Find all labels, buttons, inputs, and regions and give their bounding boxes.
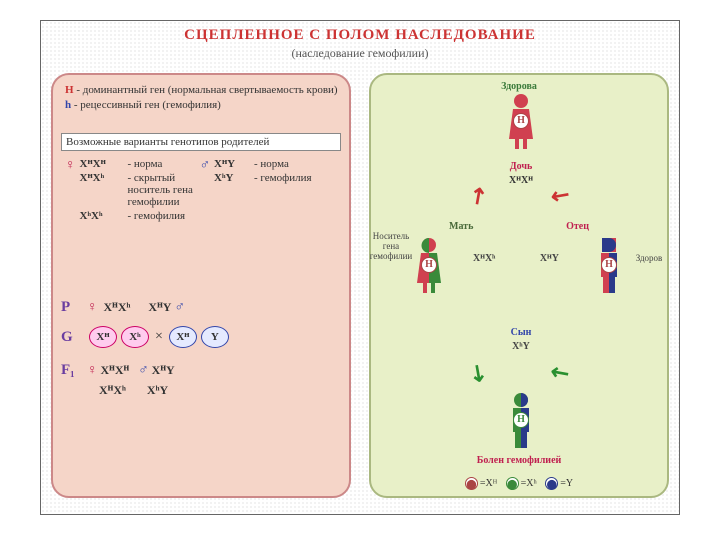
son-label: Сын: [507, 327, 535, 338]
father-figure: Н: [589, 237, 629, 293]
cross-diagram: P ♀ XᴴXʰ XᴴY ♂ G Xᴴ Xʰ × Xᴴ Y F₁ ♀: [61, 295, 341, 488]
pin-daughter: Н: [513, 113, 529, 129]
female-symbol-icon: ♀: [65, 158, 76, 173]
p-male-icon: ♂: [174, 300, 185, 316]
label-P: P: [61, 299, 87, 316]
legend-2: =Xʰ: [521, 478, 537, 489]
geno-f3: XʰXʰ: [80, 210, 103, 222]
pin-mother: Н: [421, 257, 437, 273]
pin-son: Н: [513, 412, 529, 428]
geno-f3-desc: - гемофилия: [128, 210, 186, 222]
p-male-geno: XᴴY: [148, 300, 171, 315]
f1-g4: XʰY: [147, 383, 168, 398]
daughter-genotype: XᴴXᴴ: [489, 175, 553, 186]
genotype-grid: ♀ XᴴXᴴ - норма ♂ XᴴY - норма XᴴXʰ - скры…: [63, 157, 339, 223]
gamete-f1: Xᴴ: [89, 326, 117, 348]
label-G: G: [61, 329, 87, 346]
p-female-icon: ♀: [87, 300, 98, 316]
main-title: СЦЕПЛЕННОЕ С ПОЛОМ НАСЛЕДОВАНИЕ: [41, 27, 679, 44]
cross-symbol: ×: [155, 329, 163, 345]
label-F1: F₁: [61, 362, 87, 379]
gamete-f2: Xʰ: [121, 326, 149, 348]
title-area: СЦЕПЛЕННОЕ С ПОЛОМ НАСЛЕДОВАНИЕ (наследо…: [41, 27, 679, 61]
mother-label: Мать: [449, 221, 473, 232]
arrow-down-left-icon: ↘: [463, 357, 493, 389]
diagram-frame: СЦЕПЛЕННОЕ С ПОЛОМ НАСЛЕДОВАНИЕ (наследо…: [40, 20, 680, 515]
pin-father: Н: [601, 257, 617, 273]
dominant-symbol: H: [65, 84, 74, 96]
f1-g2: XᴴY: [152, 363, 175, 378]
p-female-geno: XᴴXʰ: [104, 300, 131, 315]
daughter-label: Дочь: [501, 161, 541, 172]
geno-f2: XᴴXʰ: [80, 172, 105, 184]
gamete-m1: Xᴴ: [169, 326, 197, 348]
f1-g1: XᴴXᴴ: [101, 363, 130, 378]
bottom-legend: ⬤=Xᴴ ⬤=Xʰ ⬤=Y: [371, 477, 667, 490]
geno-f1-desc: - норма: [128, 158, 163, 170]
right-panel: Здорова Н Дочь XᴴXᴴ ↗ ↗ ↘ ↘ Н Носитель г…: [369, 73, 669, 498]
father-label: Отец: [566, 221, 589, 232]
son-genotype: XʰY: [499, 341, 543, 352]
top-status: Здорова: [371, 81, 667, 92]
father-healthy: Здоров: [629, 253, 669, 263]
left-panel: H - доминантный ген (нормальная свертыва…: [51, 73, 351, 498]
possible-variants-box: Возможные варианты генотипов родителей: [61, 133, 341, 151]
legend-1: =Xᴴ: [480, 478, 497, 489]
f1-female-icon: ♀: [87, 363, 98, 379]
son-figure: Н: [501, 392, 541, 448]
geno-m1: XᴴY: [214, 158, 235, 170]
legend-dot-1: ⬤: [465, 477, 478, 490]
recessive-text: - рецессивный ген (гемофилия): [71, 99, 221, 111]
geno-m1-desc: - норма: [254, 158, 289, 170]
daughter-figure: Н: [501, 93, 541, 149]
geno-m2-desc: - гемофилия: [254, 172, 312, 184]
geno-f1: XᴴXᴴ: [80, 158, 106, 170]
mother-figure: Н: [409, 237, 449, 293]
gamete-m2: Y: [201, 326, 229, 348]
father-genotype: XᴴY: [540, 253, 559, 264]
geno-m2: XʰY: [214, 172, 233, 184]
legend-3: =Y: [560, 478, 573, 489]
mother-genotype: XᴴXʰ: [473, 253, 495, 264]
male-symbol-icon: ♂: [200, 158, 211, 173]
legend-dot-3: ⬤: [545, 477, 558, 490]
f1-male-icon: ♂: [138, 363, 149, 379]
carrier-label: Носитель гена гемофилии: [369, 231, 413, 261]
geno-f2-desc: - скрытый носитель гена гемофилии: [128, 172, 193, 208]
subtitle: (наследование гемофилии): [41, 46, 679, 61]
arrow-down-right-icon: ↘: [545, 357, 575, 389]
sick-label: Болен гемофилией: [371, 455, 667, 466]
legend-dot-2: ⬤: [506, 477, 519, 490]
gene-legend: H - доминантный ген (нормальная свертыва…: [65, 83, 338, 113]
dominant-text: - доминантный ген (нормальная свертываем…: [74, 84, 338, 96]
f1-g3: XᴴXʰ: [99, 383, 126, 398]
